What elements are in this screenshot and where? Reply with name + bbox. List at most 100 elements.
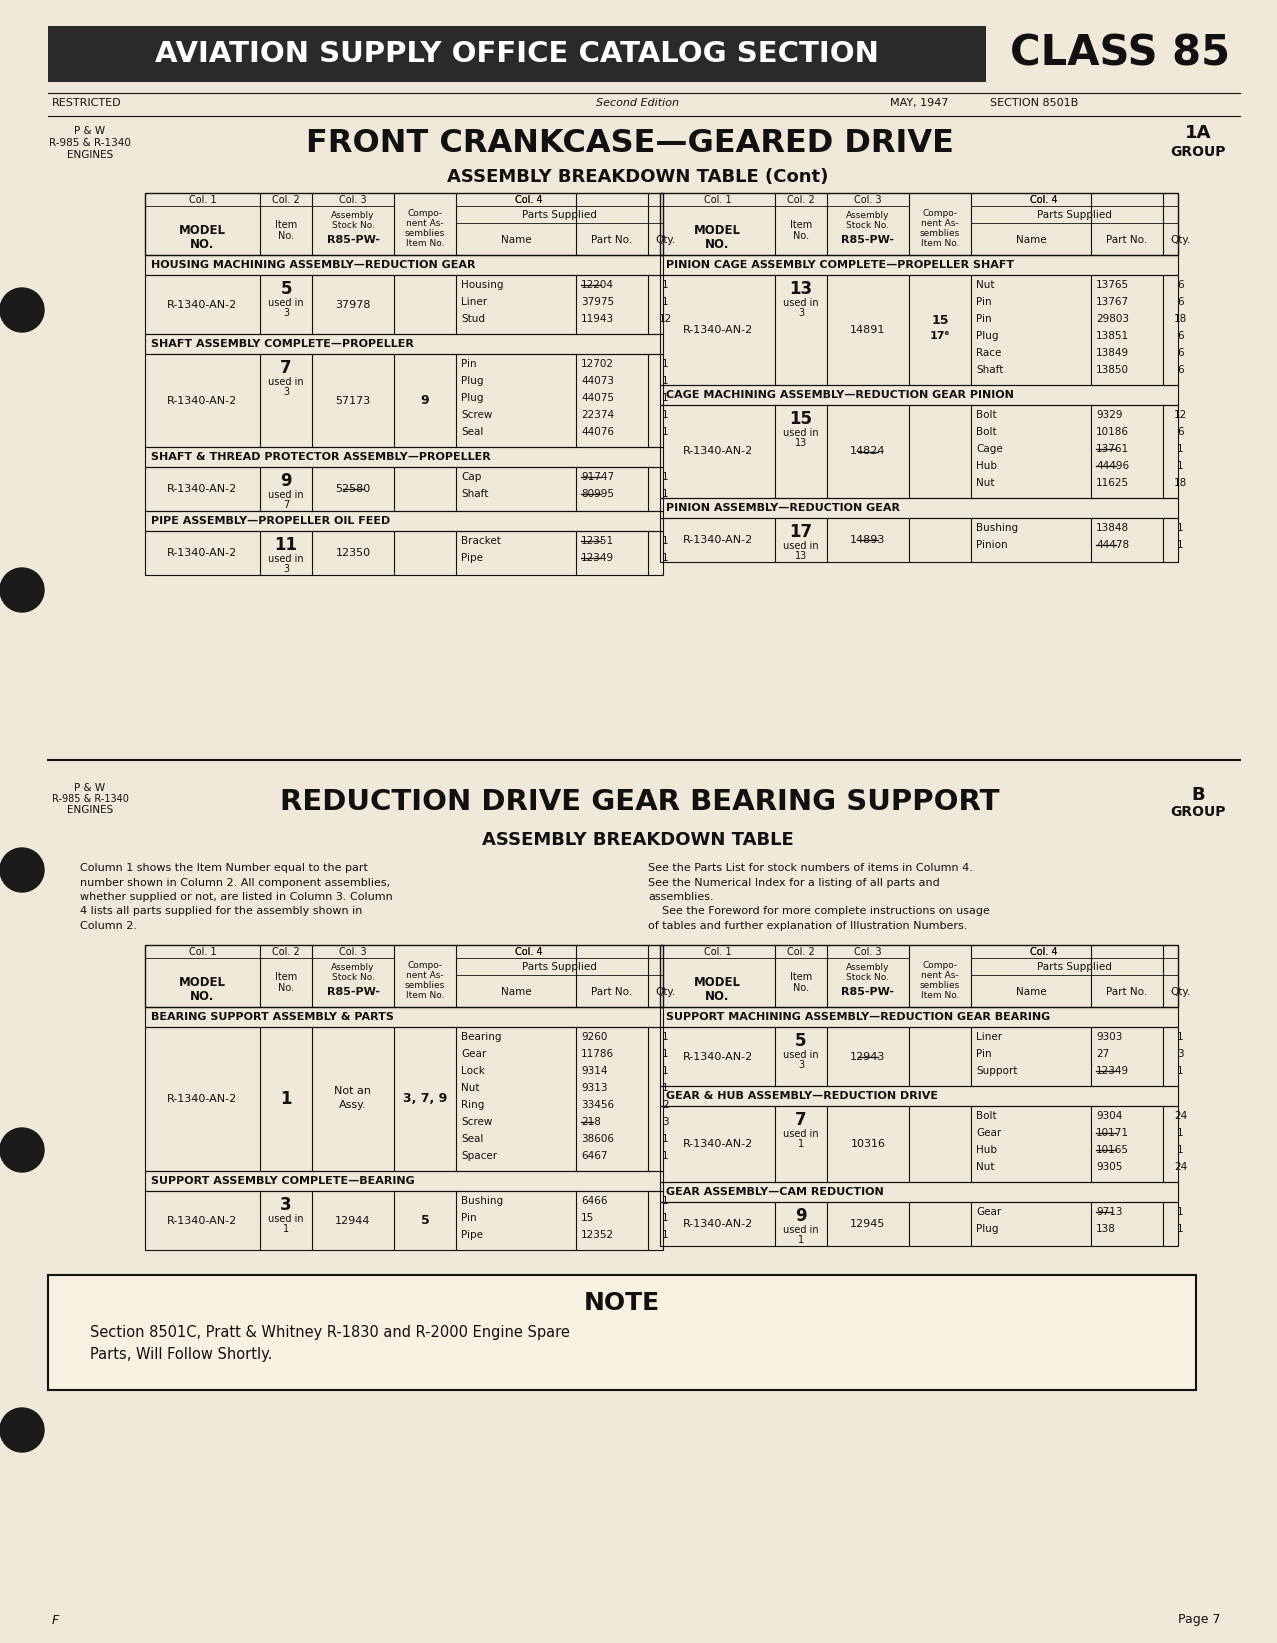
Text: MAY, 1947: MAY, 1947 bbox=[890, 99, 949, 108]
Text: 7: 7 bbox=[283, 499, 289, 509]
Text: RESTRICTED: RESTRICTED bbox=[52, 99, 121, 108]
Text: AVIATION SUPPLY OFFICE CATALOG SECTION: AVIATION SUPPLY OFFICE CATALOG SECTION bbox=[155, 39, 879, 67]
Text: Liner: Liner bbox=[976, 1032, 1002, 1042]
Bar bbox=[660, 1027, 1177, 1086]
Text: 9305: 9305 bbox=[1096, 1162, 1122, 1171]
Text: 1: 1 bbox=[1177, 1066, 1184, 1076]
Text: Parts Supplied: Parts Supplied bbox=[522, 963, 596, 973]
Bar bbox=[146, 531, 663, 575]
Text: number shown in Column 2. All component assemblies,: number shown in Column 2. All component … bbox=[80, 877, 391, 887]
Text: GEAR & HUB ASSEMBLY—REDUCTION DRIVE: GEAR & HUB ASSEMBLY—REDUCTION DRIVE bbox=[667, 1091, 939, 1101]
Text: Bearing: Bearing bbox=[461, 1032, 502, 1042]
Bar bbox=[146, 945, 663, 1007]
Text: 1: 1 bbox=[663, 411, 669, 421]
Text: 9: 9 bbox=[796, 1208, 807, 1226]
Text: 12204: 12204 bbox=[581, 279, 614, 291]
Bar bbox=[660, 1181, 1177, 1203]
Text: R-1340-AN-2: R-1340-AN-2 bbox=[682, 1052, 752, 1061]
Text: 5: 5 bbox=[796, 1032, 807, 1050]
Bar bbox=[660, 518, 1177, 562]
Text: used in: used in bbox=[268, 297, 304, 307]
Text: Pin: Pin bbox=[461, 1213, 476, 1222]
Text: SHAFT & THREAD PROTECTOR ASSEMBLY—PROPELLER: SHAFT & THREAD PROTECTOR ASSEMBLY—PROPEL… bbox=[151, 452, 490, 462]
Text: 1: 1 bbox=[663, 490, 669, 499]
Text: 1: 1 bbox=[1177, 1032, 1184, 1042]
Text: 9: 9 bbox=[280, 472, 292, 490]
Text: 1: 1 bbox=[663, 1134, 669, 1144]
Text: Lock: Lock bbox=[461, 1066, 485, 1076]
Text: 13: 13 bbox=[794, 439, 807, 449]
Text: 12944: 12944 bbox=[336, 1216, 370, 1226]
Text: 1: 1 bbox=[663, 297, 669, 307]
Text: Parts Supplied: Parts Supplied bbox=[522, 210, 596, 220]
Text: Stud: Stud bbox=[461, 314, 485, 324]
Text: Shaft: Shaft bbox=[461, 490, 488, 499]
Text: NOTE: NOTE bbox=[584, 1291, 660, 1314]
Text: 9: 9 bbox=[420, 394, 429, 407]
Text: 1: 1 bbox=[663, 376, 669, 386]
Text: 1: 1 bbox=[663, 1083, 669, 1093]
Text: GROUP: GROUP bbox=[1170, 805, 1226, 818]
Text: R-1340-AN-2: R-1340-AN-2 bbox=[167, 396, 238, 406]
Text: 1: 1 bbox=[663, 427, 669, 437]
Text: Item No.: Item No. bbox=[921, 240, 959, 248]
Text: Col. 1: Col. 1 bbox=[704, 196, 732, 205]
Text: 1: 1 bbox=[663, 1152, 669, 1162]
Text: P & W
R-985 & R-1340
ENGINES: P & W R-985 & R-1340 ENGINES bbox=[49, 127, 132, 159]
Text: 14824: 14824 bbox=[850, 447, 886, 457]
Text: 12: 12 bbox=[659, 314, 672, 324]
Text: used in: used in bbox=[783, 297, 819, 307]
Text: HOUSING MACHINING ASSEMBLY—REDUCTION GEAR: HOUSING MACHINING ASSEMBLY—REDUCTION GEA… bbox=[151, 260, 475, 269]
Text: 38606: 38606 bbox=[581, 1134, 614, 1144]
Text: R-1340-AN-2: R-1340-AN-2 bbox=[682, 1139, 752, 1148]
Text: 9713: 9713 bbox=[1096, 1208, 1122, 1217]
Text: NO.: NO. bbox=[705, 238, 729, 250]
Text: Part No.: Part No. bbox=[591, 235, 632, 245]
Text: R-1340-AN-2: R-1340-AN-2 bbox=[167, 549, 238, 559]
Text: 15: 15 bbox=[789, 411, 812, 427]
Text: R-1340-AN-2: R-1340-AN-2 bbox=[167, 299, 238, 309]
Text: No.: No. bbox=[793, 983, 810, 992]
Text: 13: 13 bbox=[789, 279, 812, 297]
Text: Assembly: Assembly bbox=[331, 210, 374, 220]
Text: 11: 11 bbox=[275, 536, 298, 554]
Text: Col. 3: Col. 3 bbox=[340, 946, 366, 956]
Text: 44073: 44073 bbox=[581, 376, 614, 386]
Text: ENGINES: ENGINES bbox=[66, 805, 114, 815]
Text: Screw: Screw bbox=[461, 411, 493, 421]
Text: 1A: 1A bbox=[1185, 123, 1211, 141]
Text: Col. 4: Col. 4 bbox=[1029, 946, 1057, 956]
Text: 1: 1 bbox=[663, 360, 669, 370]
Text: 1: 1 bbox=[798, 1139, 805, 1148]
Text: 1: 1 bbox=[663, 1032, 669, 1042]
Text: Hub: Hub bbox=[976, 462, 997, 472]
Text: 1: 1 bbox=[280, 1089, 291, 1107]
Text: Col. 3: Col. 3 bbox=[854, 196, 882, 205]
Text: Stock No.: Stock No. bbox=[847, 973, 890, 981]
Text: Col. 4: Col. 4 bbox=[1029, 196, 1057, 205]
Text: Col. 1: Col. 1 bbox=[704, 946, 732, 956]
Text: Spacer: Spacer bbox=[461, 1152, 497, 1162]
Text: PINION ASSEMBLY—REDUCTION GEAR: PINION ASSEMBLY—REDUCTION GEAR bbox=[667, 503, 900, 513]
Text: 9260: 9260 bbox=[581, 1032, 608, 1042]
Text: 44075: 44075 bbox=[581, 393, 614, 403]
Text: 44496: 44496 bbox=[1096, 462, 1129, 472]
Bar bbox=[146, 447, 663, 467]
Bar bbox=[660, 1007, 1177, 1027]
Text: Name: Name bbox=[1015, 235, 1046, 245]
Circle shape bbox=[0, 1408, 43, 1452]
Text: Bushing: Bushing bbox=[461, 1196, 503, 1206]
Text: 6: 6 bbox=[1177, 330, 1184, 342]
Text: 3: 3 bbox=[283, 564, 289, 573]
Text: Part No.: Part No. bbox=[1106, 235, 1148, 245]
Text: Stock No.: Stock No. bbox=[332, 220, 374, 230]
Text: 13767: 13767 bbox=[1096, 297, 1129, 307]
Text: Pin: Pin bbox=[976, 1048, 992, 1060]
Bar bbox=[49, 26, 986, 82]
Text: 12350: 12350 bbox=[336, 549, 370, 559]
Text: used in: used in bbox=[268, 1214, 304, 1224]
Text: Col. 4: Col. 4 bbox=[515, 946, 543, 956]
Text: used in: used in bbox=[783, 1226, 819, 1236]
Text: Shaft: Shaft bbox=[976, 365, 1004, 375]
Text: Nut: Nut bbox=[461, 1083, 479, 1093]
